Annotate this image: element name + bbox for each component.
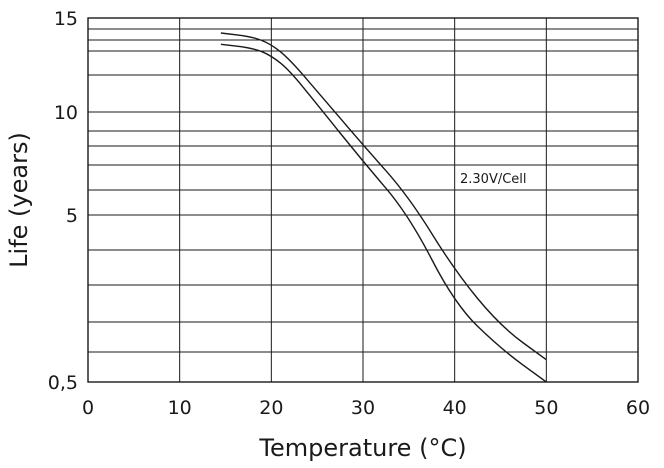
y-axis-title: Life (years) xyxy=(5,132,33,268)
x-tick-label: 40 xyxy=(443,397,467,419)
x-axis-ticks: 0 10 20 30 40 50 60 xyxy=(82,397,650,419)
y-tick-label: 10 xyxy=(54,102,78,124)
y-tick-label: 0,5 xyxy=(48,372,78,394)
x-tick-label: 0 xyxy=(82,397,94,419)
x-tick-label: 30 xyxy=(351,397,375,419)
voltage-annotation: 2.30V/Cell xyxy=(460,172,527,187)
y-tick-label: 5 xyxy=(66,205,78,227)
x-tick-label: 60 xyxy=(626,397,650,419)
series-line-2 xyxy=(220,32,547,361)
y-axis-ticks: 15 10 5 0,5 xyxy=(48,8,78,394)
x-tick-label: 20 xyxy=(259,397,283,419)
series-lines xyxy=(220,32,547,383)
y-tick-label: 15 xyxy=(54,8,78,30)
x-tick-label: 10 xyxy=(168,397,192,419)
x-axis-title: Temperature (°C) xyxy=(258,434,466,462)
series-line-1 xyxy=(220,43,547,383)
x-tick-label: 50 xyxy=(534,397,558,419)
grid xyxy=(87,17,639,383)
plot-frame xyxy=(87,17,639,383)
